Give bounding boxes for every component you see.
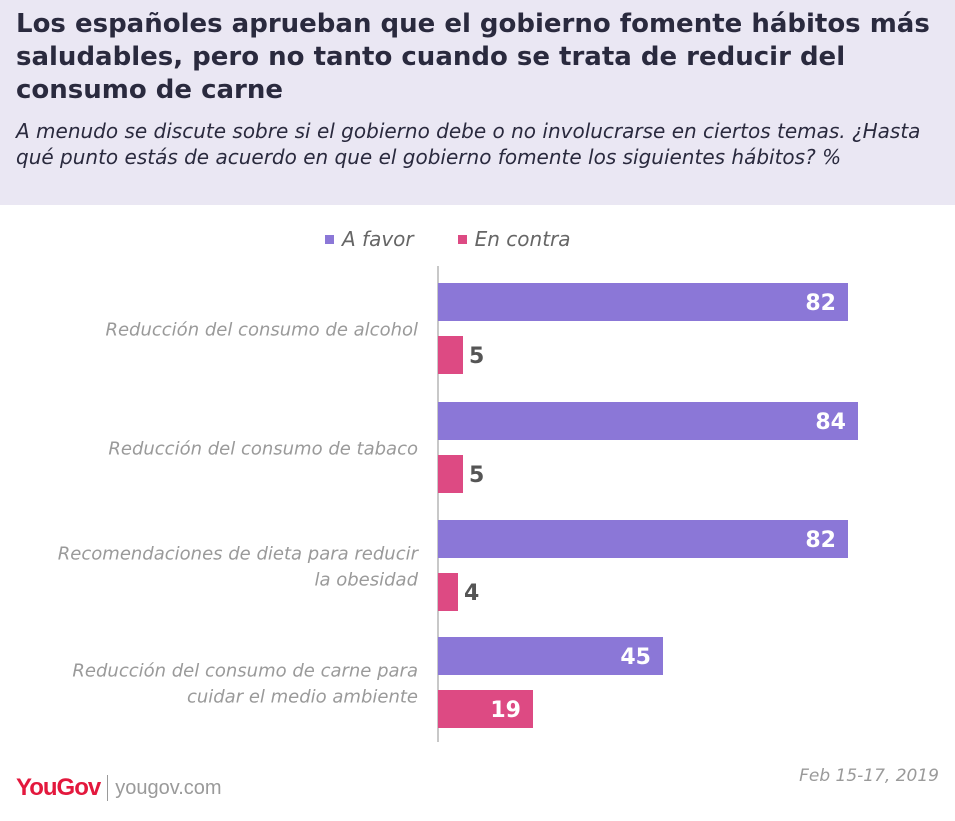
logo-url: yougov.com — [115, 776, 222, 799]
category-label: la obesidad — [314, 570, 418, 591]
data-label-contra: 19 — [490, 698, 521, 723]
legend: A favor En contra — [325, 226, 615, 252]
data-label-favor: 45 — [620, 645, 651, 670]
category-label: cuidar el medio ambiente — [187, 687, 418, 708]
category-label: Reducción del consumo de alcohol — [105, 320, 418, 341]
yougov-logo: YouGov yougov.com — [16, 774, 222, 802]
header-band: Los españoles aprueban que el gobierno f… — [0, 0, 955, 205]
bar-contra — [438, 336, 463, 374]
legend-label-contra: En contra — [474, 227, 571, 251]
bar-contra — [438, 455, 463, 493]
legend-swatch-favor — [325, 234, 334, 244]
bar-favor — [438, 520, 848, 558]
chart-title: Los españoles aprueban que el gobierno f… — [16, 9, 930, 105]
data-label-contra: 4 — [464, 581, 479, 606]
data-label-favor: 84 — [815, 410, 846, 435]
data-label-favor: 82 — [805, 291, 836, 316]
bar-favor — [438, 402, 858, 440]
category-label: Reducción del consumo de tabaco — [108, 439, 418, 460]
legend-swatch-contra — [457, 234, 467, 244]
bar-favor — [438, 283, 848, 321]
footer-date: Feb 15-17, 2019 — [799, 766, 939, 786]
logo-wordmark: YouGov — [16, 774, 101, 801]
data-label-contra: 5 — [469, 463, 484, 488]
logo-divider — [107, 775, 109, 801]
data-label-favor: 82 — [805, 528, 836, 553]
category-label: Recomendaciones de dieta para reducir — [58, 544, 420, 565]
bar-favor — [438, 637, 663, 675]
data-label-contra: 5 — [469, 344, 484, 369]
legend-item-contra: En contra — [457, 227, 571, 251]
legend-item-favor: A favor — [325, 227, 414, 251]
bar-contra — [438, 573, 458, 611]
legend-label-favor: A favor — [342, 227, 414, 251]
category-label: Reducción del consumo de carne para — [72, 661, 418, 682]
bar-contra — [438, 690, 533, 728]
chart-subtitle: A menudo se discute sobre si el gobierno… — [16, 119, 921, 169]
